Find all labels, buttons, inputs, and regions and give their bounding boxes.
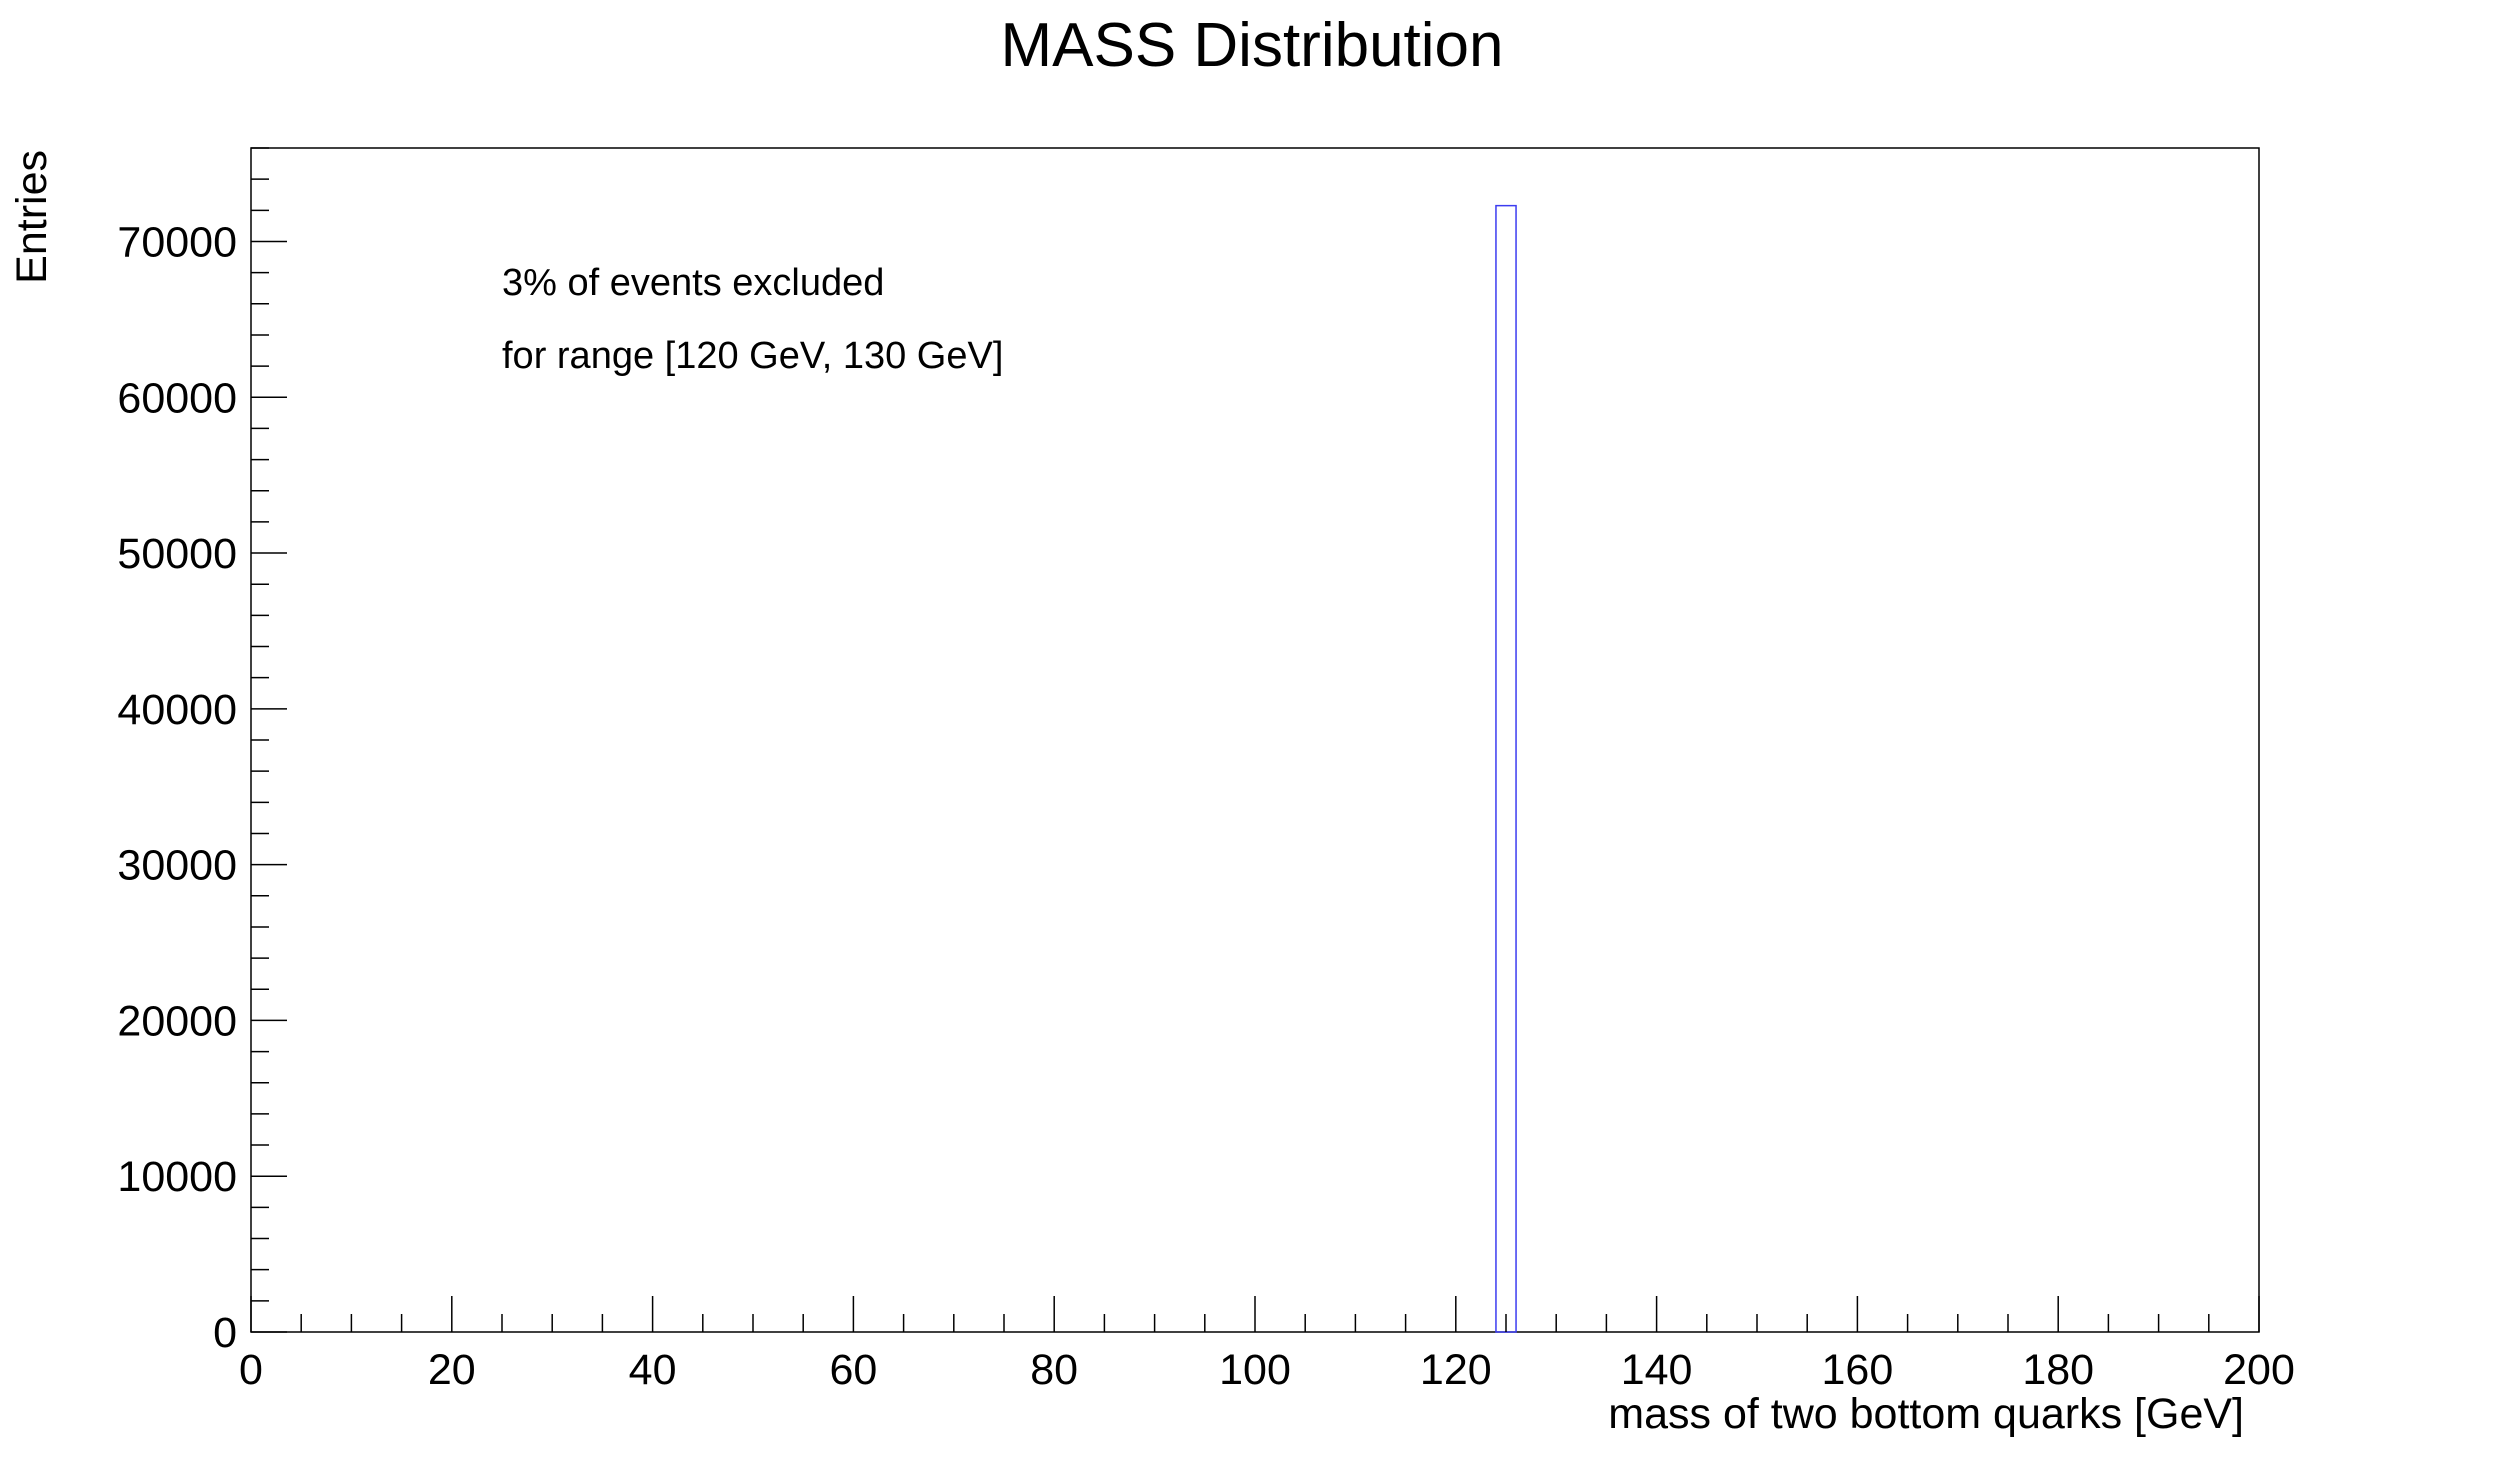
y-axis: 0 10000 20000 30000 40000 50000 60000 70000: [117, 147, 287, 1357]
y-axis-label: Entries: [8, 150, 56, 284]
y-tick-label: 30000: [117, 842, 237, 890]
y-tick-label: 0: [213, 1309, 237, 1357]
x-tick-label: 200: [2223, 1346, 2295, 1394]
x-tick-label: 0: [239, 1346, 263, 1394]
x-tick-label: 80: [1030, 1346, 1078, 1394]
annotation-events-excluded: 3% of events excluded: [502, 262, 884, 304]
x-tick-label: 40: [629, 1346, 677, 1394]
x-axis-label: mass of two bottom quarks [GeV]: [1608, 1390, 2244, 1438]
x-tick-label: 60: [829, 1346, 877, 1394]
chart-title: MASS Distribution: [1000, 11, 1503, 80]
x-tick-label: 20: [428, 1346, 476, 1394]
histogram-bar: [1495, 204, 1517, 1333]
y-tick-label: 60000: [117, 374, 237, 422]
histogram-bars: [1495, 204, 1517, 1333]
y-tick-label: 40000: [117, 686, 237, 734]
y-tick-label: 20000: [117, 997, 237, 1045]
y-tick-label: 70000: [117, 218, 237, 266]
y-tick-label: 10000: [117, 1153, 237, 1201]
x-tick-label: 100: [1219, 1346, 1291, 1394]
annotation-range: for range [120 GeV, 130 GeV]: [502, 335, 1003, 377]
x-tick-label: 140: [1621, 1346, 1693, 1394]
x-axis: 0 20 40 60 80 100 120 140 160 180 200: [239, 1296, 2295, 1394]
x-tick-label: 120: [1420, 1346, 1492, 1394]
x-tick-label: 180: [2022, 1346, 2094, 1394]
y-tick-label: 50000: [117, 530, 237, 578]
x-tick-label: 160: [1822, 1346, 1894, 1394]
plot-frame: [250, 147, 2260, 1333]
